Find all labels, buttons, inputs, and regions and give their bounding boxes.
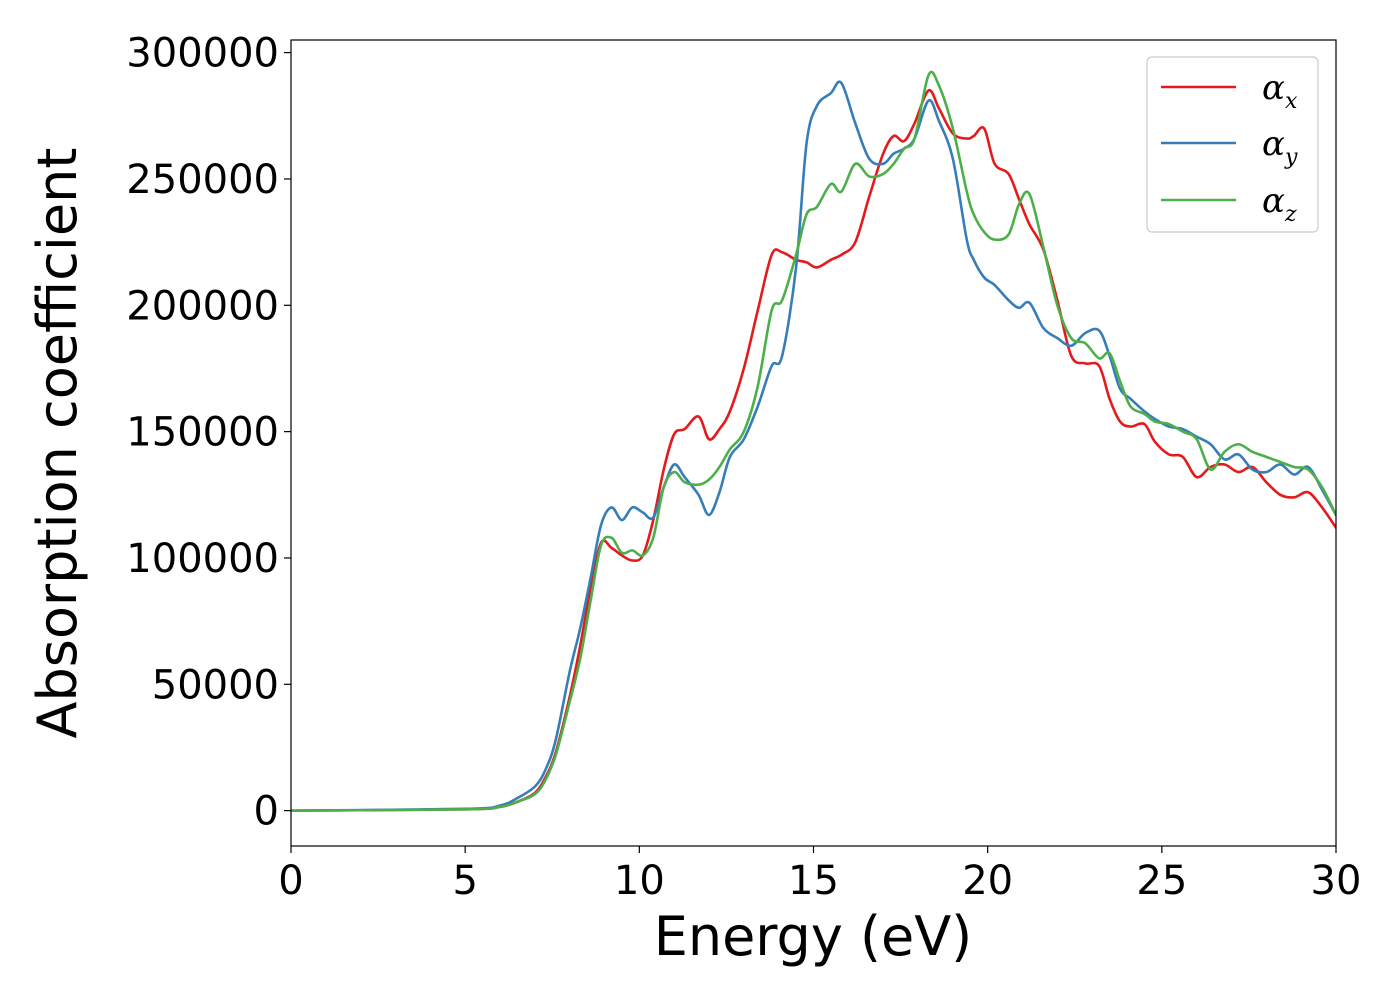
series-layer [291,70,1336,812]
y-tick-label: 0 [254,789,279,835]
x-tick-label: 20 [962,858,1013,904]
x-tick-label: 5 [452,858,477,904]
x-tick-label: 10 [614,858,665,904]
series-line-x [291,88,1336,812]
legend-label-z: αz [1262,181,1297,227]
x-tick-label: 0 [278,858,303,904]
legend-label-y: αy [1262,124,1298,170]
y-tick-label: 200000 [126,283,279,329]
x-axis: 0 5 10 15 20 25 30 [278,846,1361,904]
legend-label-x: αx [1262,68,1298,114]
series-line-z [291,70,1336,812]
y-axis: 0 50000 100000 150000 200000 250000 300000 [126,31,291,835]
y-tick-label: 100000 [126,536,279,582]
y-tick-label: 50000 [152,662,279,708]
y-axis-title: Absorption coefficient [26,148,89,739]
x-tick-label: 15 [788,858,839,904]
legend-box [1146,56,1319,233]
y-tick-label: 150000 [126,410,279,456]
x-axis-title: Energy (eV) [654,905,973,968]
x-tick-label: 25 [1136,858,1187,904]
y-tick-label: 250000 [126,157,279,203]
plot-area [291,70,1336,812]
series-line-y [291,80,1336,812]
x-tick-label: 30 [1311,858,1362,904]
y-tick-label: 300000 [126,31,279,77]
legend: αx αy αz [1146,56,1319,233]
